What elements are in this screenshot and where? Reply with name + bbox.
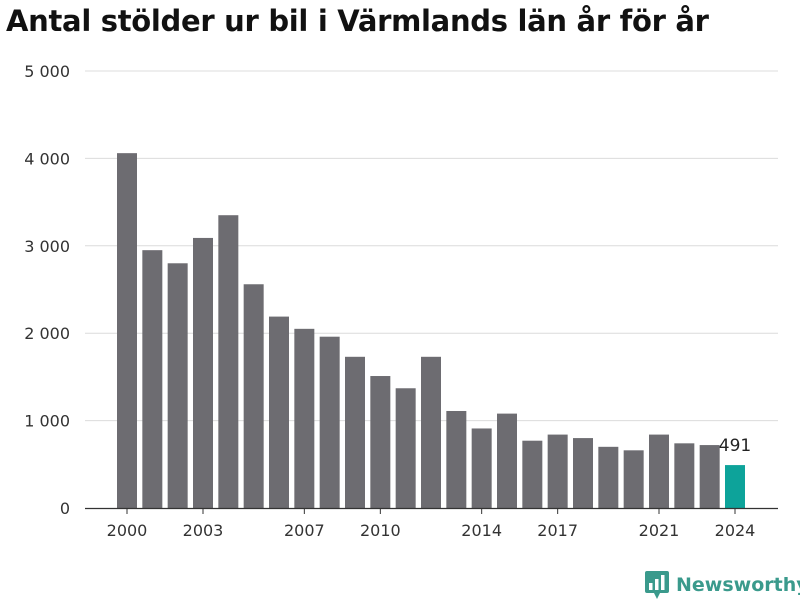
- x-tick-label: 2021: [639, 521, 680, 540]
- bar: [269, 316, 289, 508]
- bar: [725, 465, 745, 508]
- bar: [446, 410, 467, 508]
- y-axis-ticks: 0 1 000 2 000 3 000 4 000 5 000: [24, 62, 70, 518]
- bar: [421, 356, 441, 508]
- x-tick-label: 2010: [360, 521, 401, 540]
- bar: [598, 446, 619, 508]
- y-tick-label: 0: [60, 499, 70, 518]
- x-tick-label: 2014: [461, 521, 502, 540]
- bar: [522, 440, 543, 508]
- y-tick-label: 3 000: [24, 237, 70, 256]
- bar: [573, 438, 593, 508]
- bar: [345, 356, 365, 508]
- bar: [674, 443, 695, 508]
- bar: [395, 388, 416, 508]
- bar: [167, 263, 188, 508]
- bar: [243, 284, 264, 508]
- bar: [547, 434, 568, 508]
- x-tick-label: 2017: [537, 521, 578, 540]
- y-tick-label: 4 000: [24, 149, 70, 168]
- y-tick-label: 1 000: [24, 412, 70, 431]
- x-tick-label: 2007: [284, 521, 325, 540]
- x-tick-label: 2000: [107, 521, 148, 540]
- y-tick-label: 5 000: [24, 62, 70, 81]
- y-tick-label: 2 000: [24, 324, 70, 343]
- bar: [649, 434, 669, 508]
- x-tick-label: 2024: [715, 521, 756, 540]
- chart-title: Antal stölder ur bil i Värmlands län år …: [6, 4, 709, 38]
- bar: [623, 450, 644, 508]
- bar: [294, 328, 315, 508]
- data-labels: 491: [719, 436, 751, 456]
- bar: [699, 445, 720, 508]
- bar: [117, 153, 137, 508]
- bar: [370, 376, 391, 508]
- bars: [117, 153, 745, 509]
- brand-name: Newsworthy: [676, 574, 800, 596]
- bar: [193, 237, 213, 508]
- bar-chart-pin-icon: [645, 571, 669, 599]
- data-label: 491: [719, 436, 751, 456]
- bar: [142, 250, 163, 509]
- x-tick-label: 2003: [183, 521, 224, 540]
- bar: [218, 215, 239, 508]
- bar: [471, 428, 492, 508]
- brand-logo: Newsworthy: [644, 570, 800, 600]
- bar: [497, 413, 517, 508]
- x-axis: 2000 2003 2007 2010 2014 2017 2021 2024: [85, 507, 778, 540]
- bar: [319, 336, 340, 508]
